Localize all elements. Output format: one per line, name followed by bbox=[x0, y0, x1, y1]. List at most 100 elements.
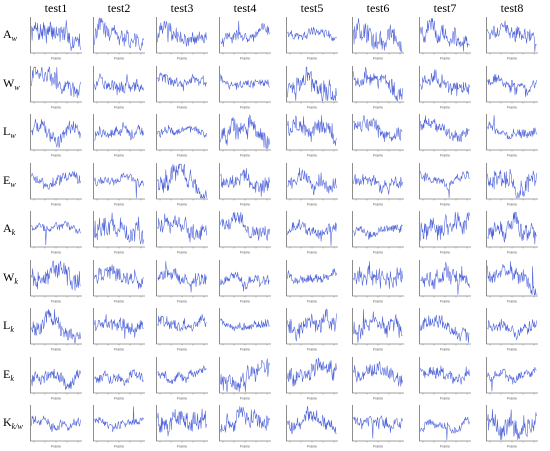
series-line-test4-row6 bbox=[220, 318, 270, 332]
panel-axes bbox=[486, 211, 538, 248]
series-line-test7-row7 bbox=[420, 365, 470, 385]
row-label-1: Ww bbox=[3, 76, 20, 92]
panel-axes bbox=[219, 65, 271, 102]
panel-test4-row4: Frame bbox=[219, 211, 271, 255]
panel-axes bbox=[156, 162, 208, 199]
panel-test3-row7: Frame bbox=[156, 356, 208, 400]
panel-axes bbox=[486, 259, 538, 296]
panel-test5-row1: Frame bbox=[286, 65, 338, 109]
panel-test8-row6: Frame bbox=[486, 308, 538, 352]
panel-test2-row7: Frame bbox=[93, 356, 145, 400]
series-line-test4-row4 bbox=[220, 211, 270, 241]
panel-xlabel: Frame bbox=[507, 57, 517, 61]
row-label-8: Kk/w bbox=[3, 415, 23, 431]
panel-test2-row5: Frame bbox=[93, 259, 145, 303]
panel-test5-row3: Frame bbox=[286, 162, 338, 206]
panel-test8-row4: Frame bbox=[486, 211, 538, 255]
panel-test4-row3: Frame bbox=[219, 162, 271, 206]
panel-test2-row1: Frame bbox=[93, 65, 145, 109]
panel-axes bbox=[219, 405, 271, 442]
series-line-test6-row4 bbox=[353, 224, 403, 240]
series-line-test7-row3 bbox=[420, 169, 470, 198]
panel-axes bbox=[219, 211, 271, 248]
column-header-test4: test4 bbox=[233, 1, 257, 15]
column-header-test1: test1 bbox=[44, 1, 68, 15]
row-label-subscript: k/w bbox=[11, 422, 23, 431]
panel-xlabel: Frame bbox=[507, 251, 517, 255]
row-label-letter: L bbox=[3, 318, 11, 332]
series-line-test8-row7 bbox=[487, 366, 537, 391]
panel-axes bbox=[156, 65, 208, 102]
panel-xlabel: Frame bbox=[114, 348, 124, 352]
series-line-test2-row4 bbox=[94, 212, 144, 245]
panel-test6-row6: Frame bbox=[352, 308, 404, 352]
panel-xlabel: Frame bbox=[307, 299, 317, 303]
panel-xlabel: Frame bbox=[507, 154, 517, 158]
panel-test3-row8: Frame bbox=[156, 405, 208, 449]
row-label-3: Ew bbox=[3, 173, 16, 189]
series-line-test5-row7 bbox=[287, 356, 337, 386]
panel-xlabel: Frame bbox=[177, 251, 187, 255]
row-label-letter: A bbox=[3, 27, 12, 41]
series-line-test5-row5 bbox=[287, 267, 337, 284]
panel-xlabel: Frame bbox=[114, 396, 124, 400]
panel-test7-row2: Frame bbox=[419, 114, 471, 158]
panel-axes bbox=[219, 162, 271, 199]
panel-test5-row6: Frame bbox=[286, 308, 338, 352]
panel-axes bbox=[286, 211, 338, 248]
row-label-subscript: w bbox=[10, 131, 16, 140]
panel-test4-row8: Frame bbox=[219, 405, 271, 449]
panel-xlabel: Frame bbox=[240, 202, 250, 206]
panel-xlabel: Frame bbox=[440, 154, 450, 158]
panel-test3-row4: Frame bbox=[156, 211, 208, 255]
series-line-test7-row4 bbox=[420, 212, 470, 241]
panel-test5-row5: Frame bbox=[286, 259, 338, 303]
row-label-subscript: w bbox=[11, 34, 18, 43]
panel-axes bbox=[156, 211, 208, 248]
series-line-test3-row1 bbox=[157, 71, 207, 91]
panel-test2-row4: Frame bbox=[93, 211, 145, 255]
panel-xlabel: Frame bbox=[240, 396, 250, 400]
series-line-test2-row2 bbox=[94, 122, 144, 141]
panel-xlabel: Frame bbox=[440, 299, 450, 303]
panel-test7-row3: Frame bbox=[419, 162, 471, 206]
series-line-test6-row6 bbox=[353, 309, 403, 343]
panel-test1-row5: Frame bbox=[30, 259, 82, 303]
panel-axes bbox=[93, 162, 145, 199]
panel-axes bbox=[219, 114, 271, 151]
panel-xlabel: Frame bbox=[240, 105, 250, 109]
panel-test2-row3: Frame bbox=[93, 162, 145, 206]
series-line-test7-row5 bbox=[420, 261, 470, 295]
panel-test1-row1: Frame bbox=[30, 65, 82, 109]
panel-xlabel: Frame bbox=[114, 445, 124, 449]
panel-test8-row7: Frame bbox=[486, 356, 538, 400]
series-line-test1-row5 bbox=[31, 260, 81, 291]
panel-test4-row6: Frame bbox=[219, 308, 271, 352]
panel-xlabel: Frame bbox=[240, 154, 250, 158]
panel-test3-row2: Frame bbox=[156, 114, 208, 158]
panel-xlabel: Frame bbox=[114, 202, 124, 206]
panel-test3-row6: Frame bbox=[156, 308, 208, 352]
panel-axes bbox=[156, 17, 208, 54]
panel-axes bbox=[93, 114, 145, 151]
panel-axes bbox=[286, 162, 338, 199]
panel-test7-row6: Frame bbox=[419, 308, 471, 352]
panel-xlabel: Frame bbox=[307, 202, 317, 206]
panel-test1-row3: Frame bbox=[30, 162, 82, 206]
panel-test6-row0: Frame bbox=[352, 17, 404, 61]
series-line-test4-row7 bbox=[220, 358, 270, 392]
panel-axes bbox=[219, 17, 271, 54]
series-line-test8-row2 bbox=[487, 115, 537, 140]
panel-test1-row4: Frame bbox=[30, 211, 82, 255]
series-line-test8-row6 bbox=[487, 318, 537, 341]
row-label-6: Lk bbox=[3, 318, 14, 334]
series-line-test2-row5 bbox=[94, 263, 144, 289]
row-label-5: Wk bbox=[3, 270, 18, 286]
row-label-subscript: w bbox=[10, 179, 16, 189]
panel-axes bbox=[419, 211, 471, 248]
panel-axes bbox=[352, 211, 404, 248]
panel-xlabel: Frame bbox=[240, 57, 250, 61]
panel-xlabel: Frame bbox=[51, 202, 61, 206]
row-label-0: Aw bbox=[3, 27, 17, 43]
panel-axes bbox=[286, 356, 338, 393]
